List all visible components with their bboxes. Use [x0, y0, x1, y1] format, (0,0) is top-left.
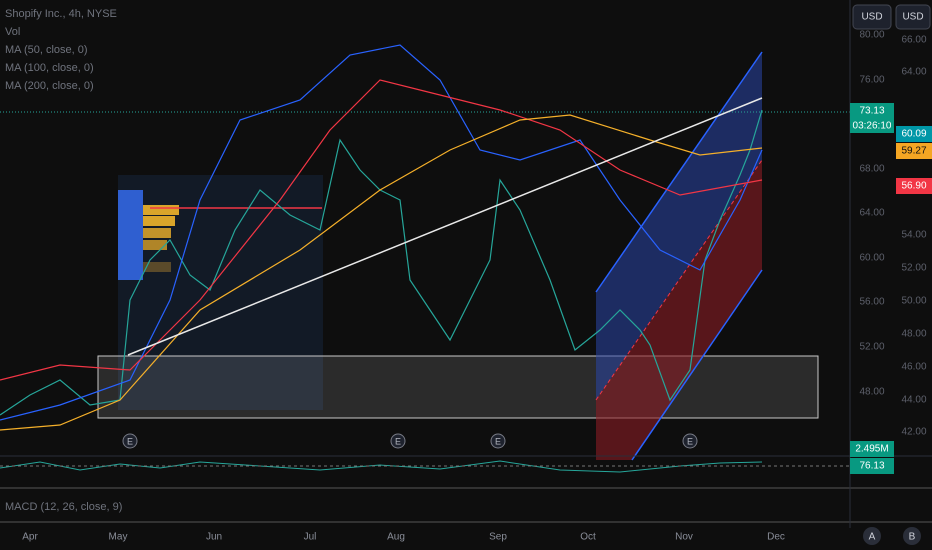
ma100-badge	[896, 178, 932, 194]
scale-button[interactable]	[903, 527, 921, 545]
time-axis-label: Apr	[22, 532, 38, 543]
time-axis-label: Nov	[675, 532, 693, 543]
price-scale-label: 80.00	[859, 30, 884, 41]
countdown: 03:26:10	[853, 121, 892, 132]
rsi-value: 76.13	[859, 461, 884, 472]
ma100-value: 56.90	[901, 181, 926, 192]
price-scale-label: 42.00	[901, 427, 926, 438]
macd-label: MACD (12, 26, close, 9)	[5, 501, 122, 513]
legend-line: Vol	[5, 26, 20, 38]
ma200	[0, 114, 763, 431]
price-trace	[0, 109, 763, 416]
ma50-badge	[896, 126, 932, 142]
earnings-label: E	[127, 436, 133, 446]
ma200-value: 59.27	[901, 146, 926, 157]
earnings-label: E	[395, 436, 401, 446]
earnings-label: E	[687, 436, 693, 446]
price-scale-label: 64.00	[901, 67, 926, 78]
time-axis-label: Jun	[206, 532, 222, 543]
price-scale-label: 76.00	[859, 75, 884, 86]
price-badge	[850, 103, 894, 133]
earnings-marker	[122, 433, 138, 449]
price-scale-label: 44.00	[901, 395, 926, 406]
volume-badge	[850, 441, 894, 457]
price-scale-label: 64.00	[859, 208, 884, 219]
price-scale-label: 50.00	[901, 296, 926, 307]
time-axis-label: Oct	[580, 532, 596, 543]
channel-line	[595, 51, 763, 293]
legend-line: MA (50, close, 0)	[5, 44, 88, 56]
price-scale-label: 52.00	[859, 342, 884, 353]
price-scale-label: 66.00	[901, 35, 926, 46]
time-axis-label: Aug	[387, 532, 405, 543]
scale-button[interactable]	[863, 527, 881, 545]
ma50	[0, 44, 763, 421]
time-axis-label: Dec	[767, 532, 785, 543]
ma50-value: 60.09	[901, 129, 926, 140]
time-axis-label: Sep	[489, 532, 507, 543]
earnings-marker	[490, 433, 506, 449]
time-axis-label: Jul	[304, 532, 317, 543]
price-scale-label: 52.00	[901, 263, 926, 274]
channel-upper	[596, 52, 762, 400]
price-scale-label: 68.00	[859, 164, 884, 175]
time-axis-label: May	[109, 532, 128, 543]
ma200-badge	[896, 143, 932, 159]
price-scale-label: 48.00	[859, 387, 884, 398]
last-price: 73.13	[859, 106, 884, 117]
ma100	[0, 79, 763, 381]
price-scale-label: 54.00	[901, 230, 926, 241]
legend-line: MA (200, close, 0)	[5, 80, 94, 92]
price-scale-label: 48.00	[901, 329, 926, 340]
price-scale-label: 60.00	[859, 253, 884, 264]
currency-button-label[interactable]: USD	[861, 12, 882, 23]
trend-line	[127, 97, 763, 356]
legend-title: Shopify Inc., 4h, NYSE	[5, 8, 117, 20]
earnings-marker	[682, 433, 698, 449]
legend-line: MA (100, close, 0)	[5, 62, 94, 74]
rsi-badge	[850, 458, 894, 474]
rsi-trace	[0, 460, 763, 473]
currency-button[interactable]	[895, 4, 931, 30]
support-box	[97, 355, 819, 419]
price-scale-label: 46.00	[901, 362, 926, 373]
earnings-label: E	[495, 436, 501, 446]
currency-button-label[interactable]: USD	[902, 12, 923, 23]
currency-button[interactable]	[852, 4, 892, 30]
channel-line	[631, 269, 763, 461]
price-scale-label: 56.00	[859, 297, 884, 308]
earnings-marker	[390, 433, 406, 449]
scale-button-label[interactable]: A	[869, 532, 876, 543]
volume-profile	[118, 190, 179, 280]
scale-button-label[interactable]: B	[909, 532, 916, 543]
volume-value: 2.495M	[855, 444, 888, 455]
